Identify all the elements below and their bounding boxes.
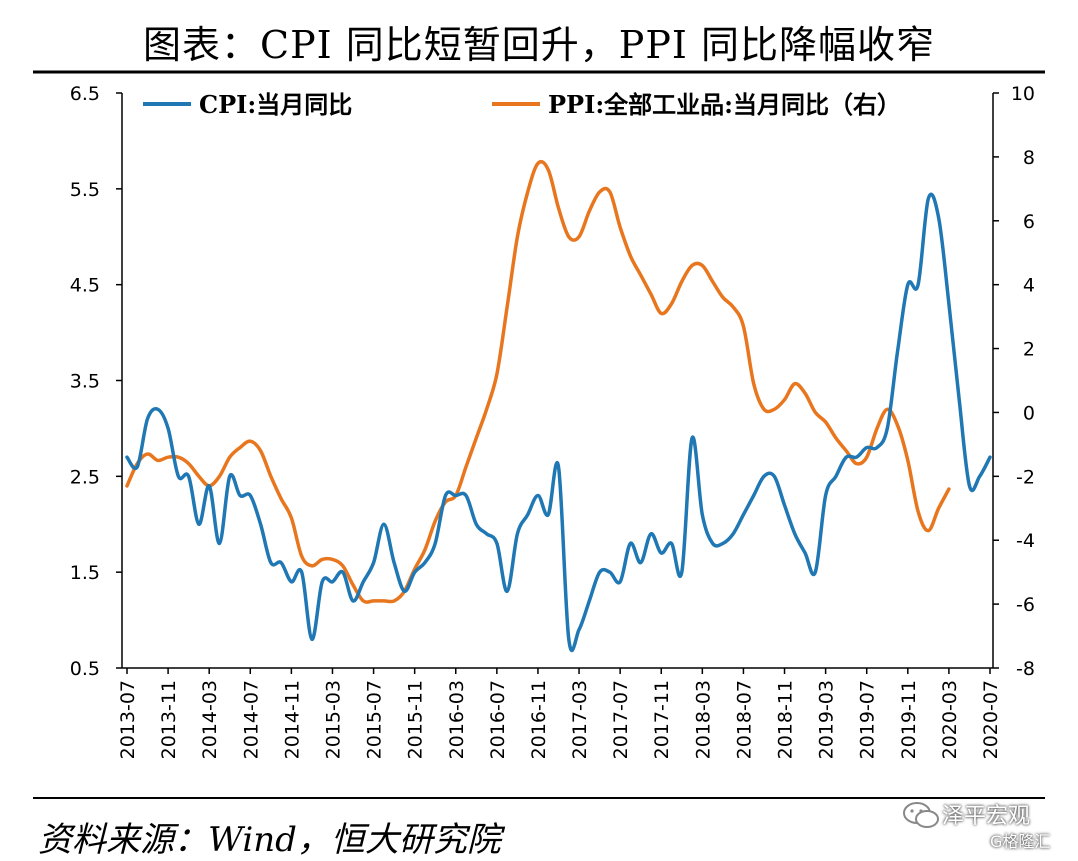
x-tick-label: 2016-11 [528, 680, 550, 759]
wechat-icon [903, 802, 939, 828]
right-tick-label: 4 [1023, 275, 1035, 297]
right-tick-label: 2 [1023, 339, 1035, 361]
chart-legend: CPI:当月同比 PPI:全部工业品:当月同比（右） [143, 90, 901, 119]
x-tick-label: 2017-07 [610, 680, 632, 759]
x-tick-label: 2018-07 [733, 680, 755, 759]
right-tick-label: 0 [1023, 402, 1035, 424]
x-tick-label: 2013-07 [117, 680, 139, 759]
right-tick-label: 10 [1011, 83, 1035, 105]
right-tick-label: 6 [1023, 211, 1035, 233]
legend-cpi-label: CPI:当月同比 [199, 90, 352, 119]
left-tick-label: 6.5 [70, 83, 100, 105]
x-tick-label: 2014-07 [240, 680, 262, 759]
x-tick-label: 2017-03 [569, 680, 591, 759]
left-tick-label: 1.5 [70, 562, 100, 584]
x-tick-label: 2017-11 [651, 680, 673, 759]
right-tick-label: 8 [1023, 147, 1035, 169]
x-tick-label: 2016-07 [487, 680, 509, 759]
watermark: 泽平宏观 G格隆汇 [900, 796, 1070, 856]
left-tick-label: 5.5 [70, 179, 100, 201]
x-tick-label: 2016-03 [446, 680, 468, 759]
left-tick-label: 2.5 [70, 466, 100, 488]
x-tick-label: 2018-03 [692, 680, 714, 759]
x-tick-label: 2014-03 [199, 680, 221, 759]
x-tick-label: 2020-03 [939, 680, 961, 759]
x-tick-label: 2019-03 [816, 680, 838, 759]
x-tick-label: 2019-11 [898, 680, 920, 759]
right-tick-label: -8 [1016, 658, 1035, 680]
left-tick-label: 4.5 [70, 275, 100, 297]
page-title: 图表：CPI 同比短暂回升，PPI 同比降幅收窄 [143, 23, 935, 67]
chart-axes: 6.5 5.5 4.5 3.5 2.5 1.5 0.5 10 8 6 4 2 0 -2 -4 -6 -8 2013… [70, 83, 1035, 759]
left-tick-label: 3.5 [70, 371, 100, 393]
watermark-brand: G格隆汇 [990, 832, 1051, 851]
right-tick-label: -6 [1016, 594, 1035, 616]
legend-ppi-label: PPI:全部工业品:当月同比（右） [548, 90, 901, 119]
x-tick-label: 2019-07 [857, 680, 879, 759]
left-tick-label: 0.5 [70, 658, 100, 680]
right-tick-label: -2 [1016, 466, 1035, 488]
x-tick-label: 2015-11 [405, 680, 427, 759]
x-tick-label: 2015-03 [322, 680, 344, 759]
x-tick-label: 2015-07 [364, 680, 386, 759]
source-note: 资料来源：Wind，恒大研究院 [38, 820, 501, 860]
ppi-series-line [125, 159, 951, 604]
x-tick-label: 2013-11 [158, 680, 180, 759]
x-tick-label: 2018-11 [775, 680, 797, 759]
watermark-name: 泽平宏观 [942, 804, 1031, 829]
x-tick-label: 2014-11 [281, 680, 303, 759]
right-tick-label: -4 [1016, 530, 1035, 552]
x-tick-label: 2020-07 [980, 680, 1002, 759]
chart-series-lines [125, 159, 992, 653]
cpi-series-line [125, 192, 992, 653]
